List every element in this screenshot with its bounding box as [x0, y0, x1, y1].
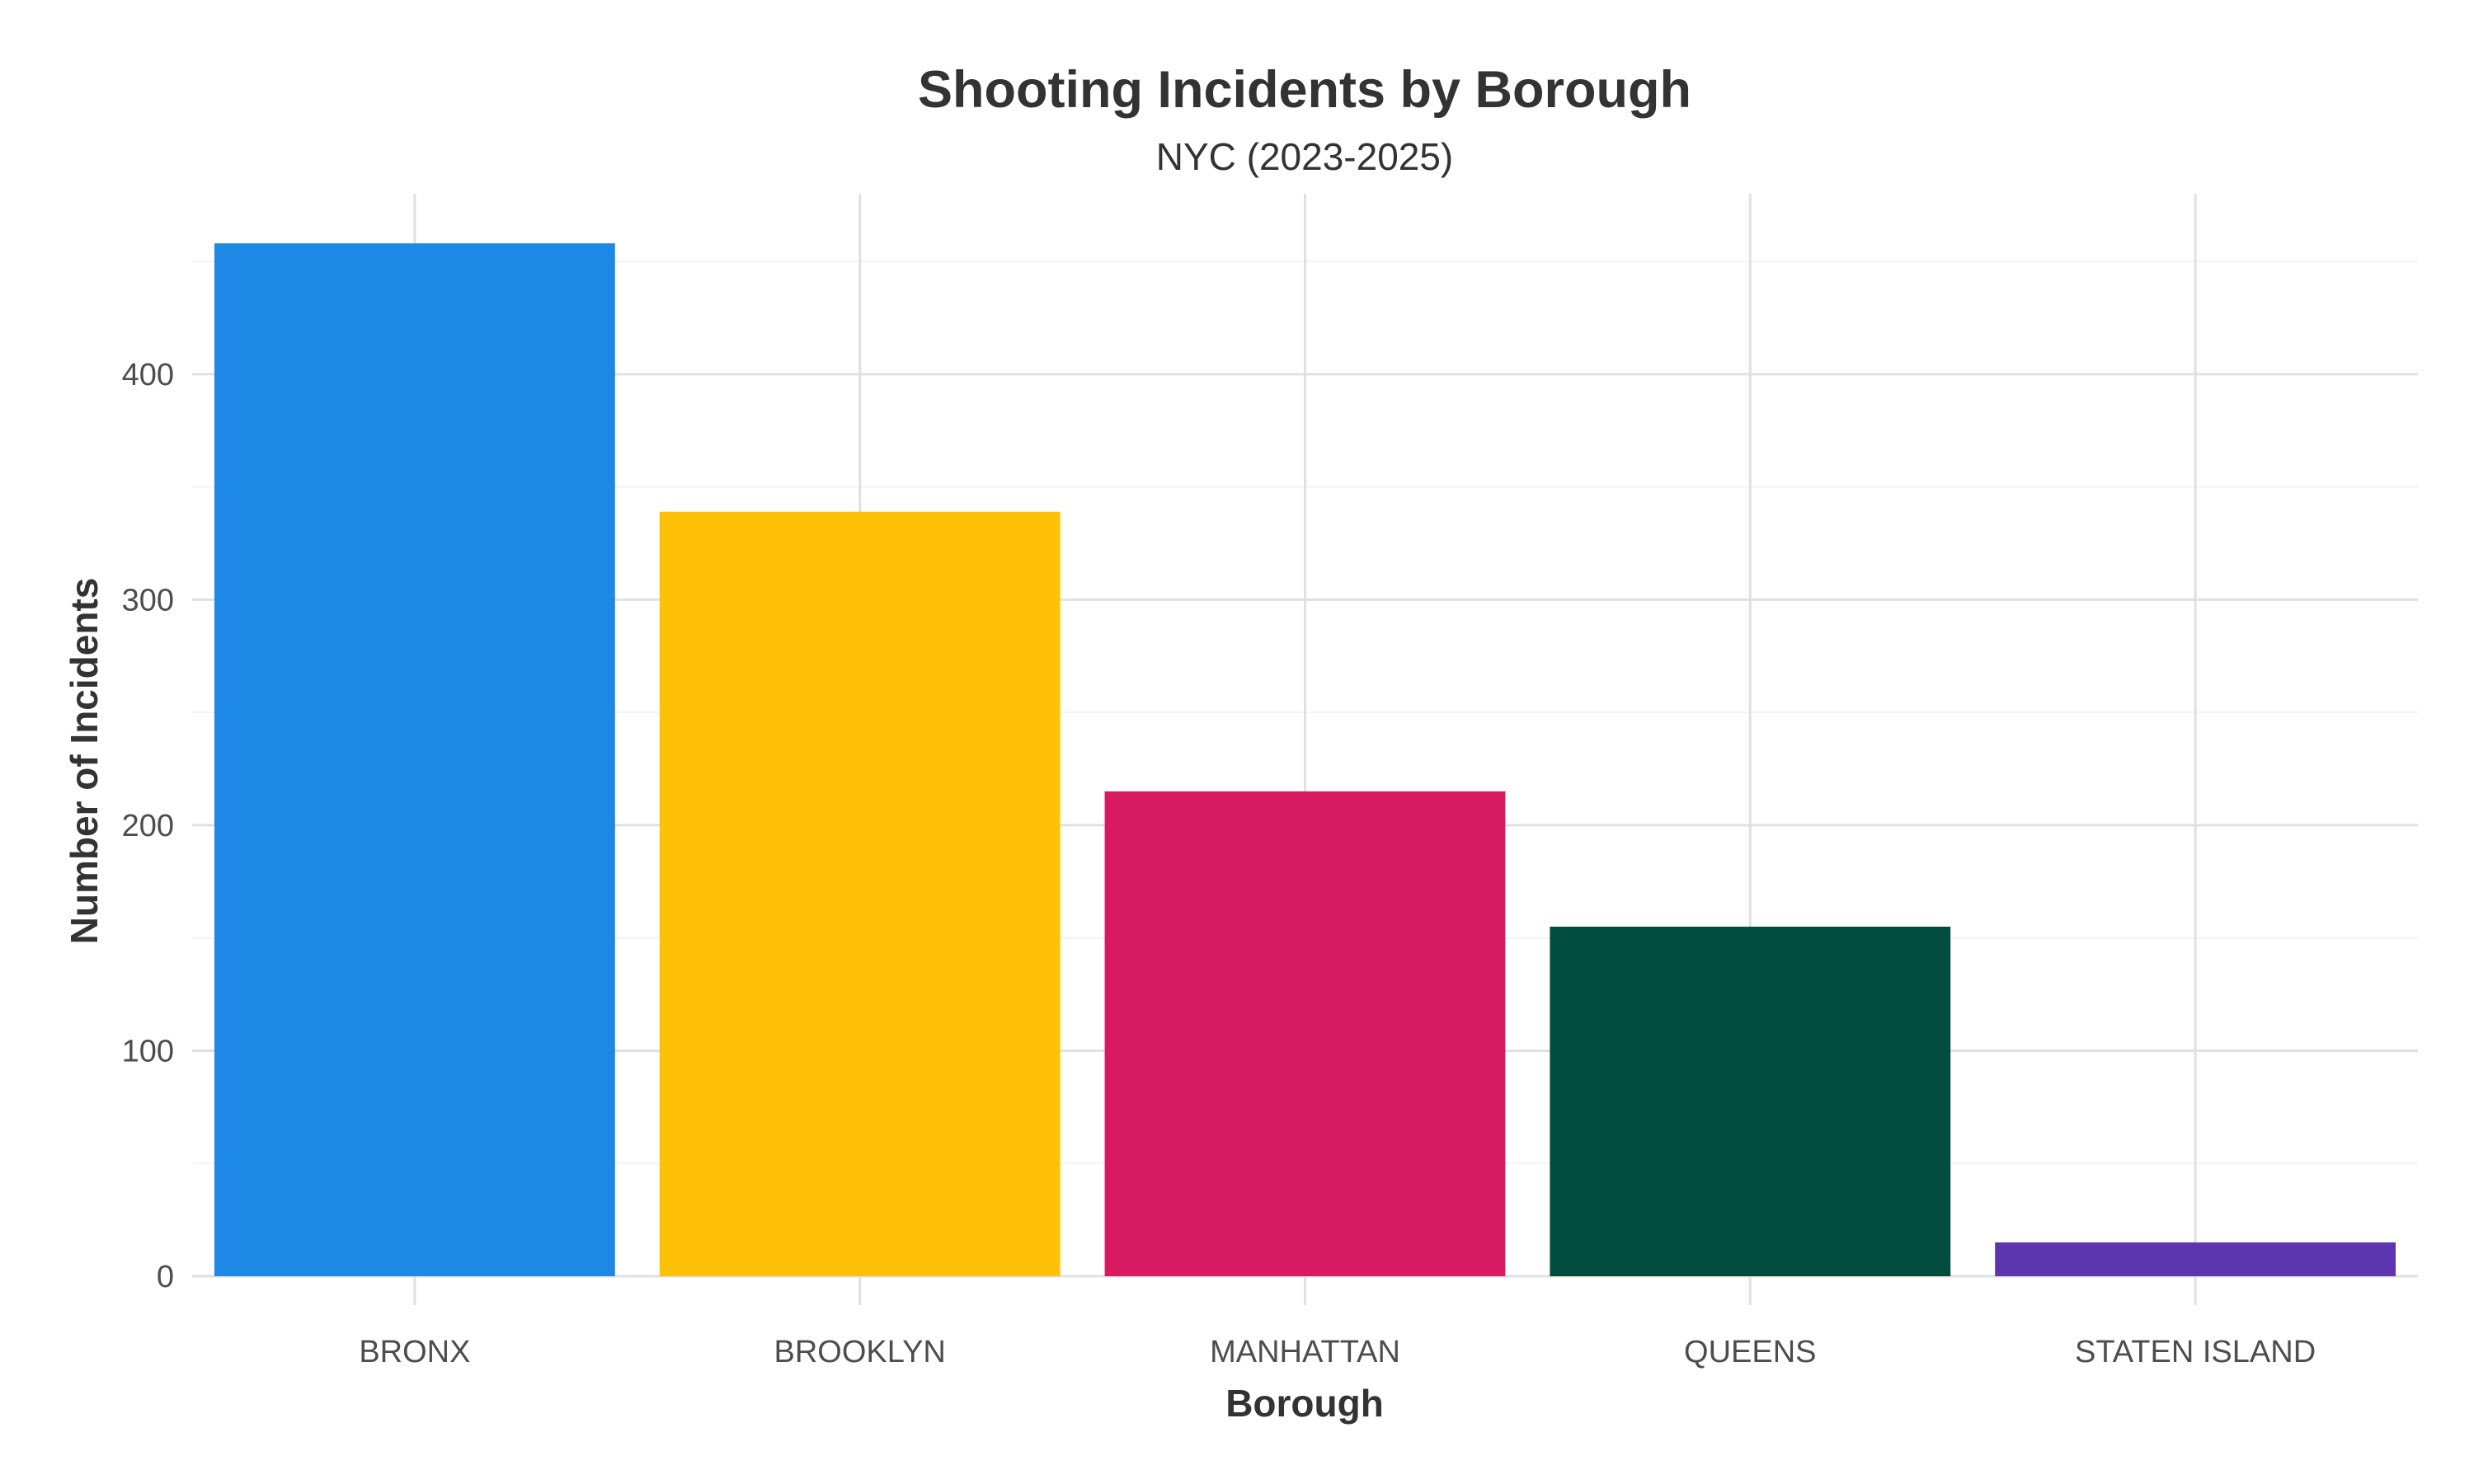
y-tick-label: 200 — [122, 809, 174, 843]
x-tick-label: MANHATTAN — [1210, 1335, 1400, 1369]
x-tick-label: QUEENS — [1684, 1335, 1816, 1369]
x-axis-title: Borough — [1225, 1382, 1384, 1425]
bars — [214, 243, 2396, 1276]
x-axis-ticks: BRONX BROOKLYN MANHATTAN QUEENS STATEN ISLAN… — [359, 1335, 2316, 1369]
y-tick-label: 100 — [122, 1034, 174, 1068]
y-tick-label: 0 — [157, 1260, 174, 1294]
bar-brooklyn — [659, 511, 1061, 1276]
bar-queens — [1550, 927, 1951, 1276]
x-tick-label: BROOKLYN — [774, 1335, 946, 1369]
y-tick-label: 400 — [122, 358, 174, 392]
bar-manhattan — [1104, 791, 1506, 1276]
bar-bronx — [214, 243, 615, 1276]
chart-subtitle: NYC (2023-2025) — [1156, 135, 1454, 178]
y-tick-label: 300 — [122, 583, 174, 618]
x-tick-label: BRONX — [359, 1335, 470, 1369]
x-tick-label: STATEN ISLAND — [2075, 1335, 2316, 1369]
bar-staten-island — [1995, 1242, 2396, 1276]
y-axis-title: Number of Incidents — [63, 578, 106, 945]
chart-title: Shooting Incidents by Borough — [918, 61, 1691, 119]
y-axis-ticks: 0 100 200 300 400 — [122, 358, 174, 1294]
